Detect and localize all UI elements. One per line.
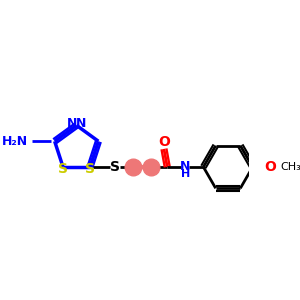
Text: N: N [180,160,190,173]
Text: N: N [67,117,78,130]
Text: S: S [85,162,95,176]
Text: H: H [181,169,190,179]
Text: O: O [158,135,170,149]
Text: N: N [75,117,86,130]
Text: S: S [58,162,68,176]
Text: O: O [264,160,276,174]
Text: H₂N: H₂N [2,135,28,148]
Text: S: S [110,160,120,174]
Text: CH₃: CH₃ [280,162,300,172]
